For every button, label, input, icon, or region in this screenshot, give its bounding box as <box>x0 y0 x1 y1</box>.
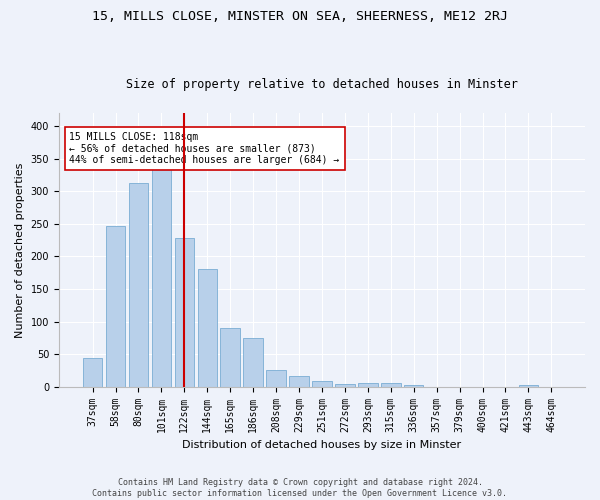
Bar <box>289 376 309 386</box>
Text: Contains HM Land Registry data © Crown copyright and database right 2024.
Contai: Contains HM Land Registry data © Crown c… <box>92 478 508 498</box>
Bar <box>220 328 240 386</box>
Bar <box>358 384 377 386</box>
Bar <box>312 381 332 386</box>
Y-axis label: Number of detached properties: Number of detached properties <box>15 162 25 338</box>
Text: 15, MILLS CLOSE, MINSTER ON SEA, SHEERNESS, ME12 2RJ: 15, MILLS CLOSE, MINSTER ON SEA, SHEERNE… <box>92 10 508 23</box>
Bar <box>152 168 171 386</box>
Bar <box>106 226 125 386</box>
Title: Size of property relative to detached houses in Minster: Size of property relative to detached ho… <box>126 78 518 91</box>
Bar <box>266 370 286 386</box>
Bar <box>197 270 217 386</box>
X-axis label: Distribution of detached houses by size in Minster: Distribution of detached houses by size … <box>182 440 461 450</box>
Bar <box>83 358 103 386</box>
Bar <box>381 384 401 386</box>
Text: 15 MILLS CLOSE: 118sqm
← 56% of detached houses are smaller (873)
44% of semi-de: 15 MILLS CLOSE: 118sqm ← 56% of detached… <box>70 132 340 166</box>
Bar <box>404 384 424 386</box>
Bar <box>175 238 194 386</box>
Bar <box>244 338 263 386</box>
Bar <box>518 384 538 386</box>
Bar <box>335 384 355 386</box>
Bar <box>128 182 148 386</box>
